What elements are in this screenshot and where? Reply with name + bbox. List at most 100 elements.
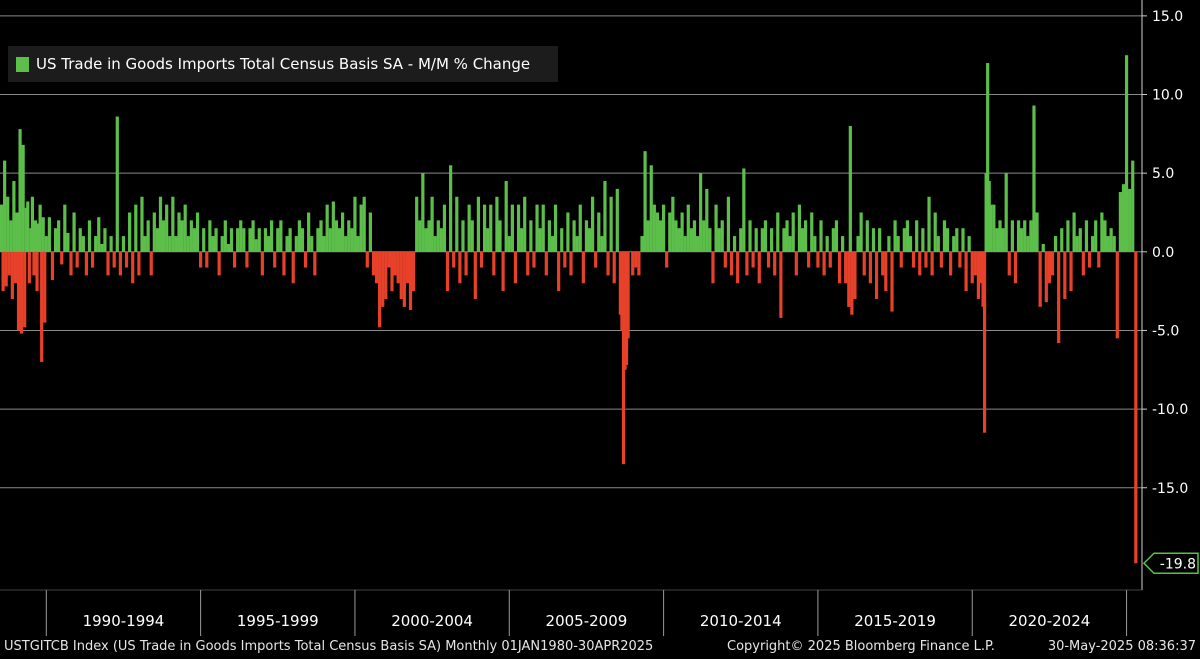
bar — [1026, 236, 1030, 252]
bar — [510, 204, 514, 252]
bar — [300, 228, 305, 252]
bar — [180, 220, 184, 252]
bar — [368, 212, 372, 252]
bar — [717, 228, 721, 252]
bar — [1066, 220, 1070, 252]
bar — [742, 168, 746, 252]
x-tick-label: 1990-1994 — [83, 612, 165, 630]
bar — [245, 251, 249, 268]
bar — [1094, 220, 1098, 252]
bar — [912, 251, 916, 268]
bar — [1, 251, 5, 292]
bar — [137, 251, 141, 276]
bar — [896, 236, 900, 252]
bar — [1007, 251, 1011, 276]
bar — [924, 251, 928, 268]
y-axis: 15.0 10.0 5.0 0.0 -5.0 -10.0 -15.0 — [1141, 0, 1188, 590]
bar — [634, 251, 638, 268]
bar — [871, 228, 876, 252]
footer-copyright: Copyright© 2025 Bloomberg Finance L.P. — [727, 639, 995, 654]
bar — [4, 251, 8, 287]
bar — [131, 251, 135, 284]
y-tick-label: -5.0 — [1152, 323, 1179, 339]
bar — [288, 228, 292, 252]
bar — [229, 228, 234, 252]
bar — [834, 220, 839, 252]
bar — [665, 251, 669, 268]
bar — [461, 220, 465, 252]
bar — [344, 236, 348, 252]
y-tick-label: 10.0 — [1152, 88, 1183, 104]
bar — [671, 196, 675, 252]
bar — [353, 196, 357, 252]
bar — [949, 251, 953, 276]
bar — [828, 251, 832, 268]
bar — [239, 220, 243, 252]
bar — [72, 212, 76, 252]
bar — [495, 196, 499, 252]
bar — [905, 220, 910, 252]
bar — [226, 243, 230, 252]
bar — [13, 251, 18, 284]
bar — [424, 228, 428, 252]
bar — [961, 228, 965, 252]
bar — [15, 212, 19, 252]
bar — [757, 251, 761, 284]
bar — [668, 212, 672, 252]
bar — [38, 204, 42, 252]
x-tick-label: 2000-2004 — [391, 612, 473, 630]
bar — [143, 236, 147, 252]
bar — [606, 251, 610, 276]
bar — [307, 212, 311, 252]
bar — [649, 165, 653, 252]
bar — [158, 196, 163, 252]
bar — [1038, 251, 1042, 307]
bar — [470, 220, 474, 252]
bar — [955, 228, 959, 252]
bar — [884, 251, 888, 292]
bar — [587, 228, 592, 252]
bar — [513, 251, 518, 284]
legend-swatch — [16, 56, 29, 72]
bar — [541, 204, 545, 252]
bar — [124, 251, 129, 268]
bar — [325, 204, 329, 252]
bar — [856, 236, 860, 252]
bar — [695, 236, 700, 252]
bar — [35, 251, 39, 292]
bar — [23, 251, 27, 328]
bar — [992, 204, 996, 252]
bar — [322, 236, 326, 252]
bar — [848, 125, 852, 252]
last-value-marker: -19.8 — [1142, 552, 1199, 575]
bar — [328, 228, 332, 252]
bar — [1069, 251, 1073, 292]
bar — [736, 251, 740, 284]
bar — [711, 251, 715, 284]
bar — [232, 251, 237, 268]
bar — [822, 251, 826, 276]
bar — [844, 251, 848, 284]
bar — [557, 251, 561, 292]
bar — [106, 251, 110, 276]
bar — [661, 204, 666, 252]
bar — [810, 212, 814, 252]
bar-chart: 15.010.05.00.0-5.0-10.0-15.0 1990-1994 19… — [0, 0, 1199, 636]
bar — [186, 236, 190, 252]
bar — [7, 251, 11, 276]
bar — [297, 220, 301, 252]
bar — [1124, 55, 1129, 252]
bar — [408, 251, 413, 311]
bar — [1023, 220, 1027, 252]
bar — [97, 217, 101, 252]
bar — [18, 129, 22, 252]
bar — [739, 228, 743, 252]
bar — [1128, 188, 1132, 252]
bar — [1078, 228, 1082, 252]
bar — [449, 165, 453, 252]
bar — [1109, 228, 1113, 252]
footer-source: USTGITCB Index (US Trade in Goods Import… — [4, 639, 654, 654]
bar — [881, 251, 885, 276]
bar — [359, 204, 363, 252]
y-tick-label: 0.0 — [1152, 245, 1174, 261]
